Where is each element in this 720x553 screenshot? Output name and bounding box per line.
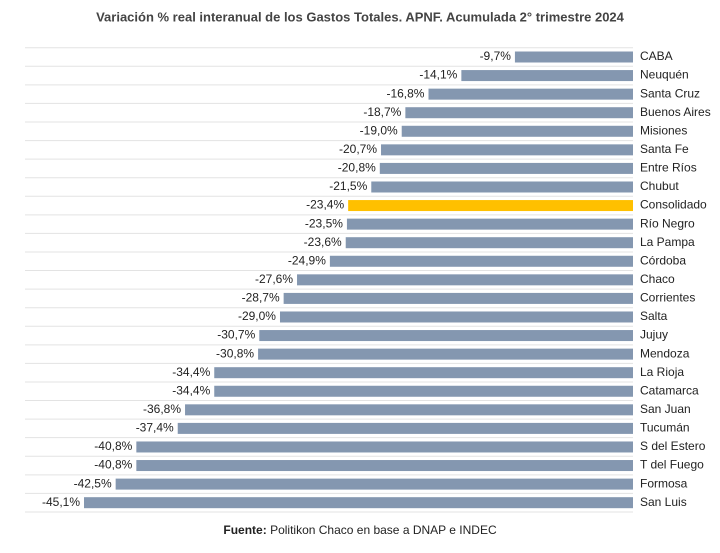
bar [283, 292, 633, 304]
value-label: -18,7% [363, 105, 401, 119]
value-label: -29,0% [238, 309, 276, 323]
value-label: -23,4% [306, 198, 344, 212]
bar [297, 274, 633, 286]
category-label: Formosa [640, 476, 688, 490]
value-label: -34,4% [172, 365, 210, 379]
category-label: Santa Cruz [640, 86, 700, 100]
bar [345, 237, 633, 249]
bar [401, 125, 633, 137]
value-label: -20,7% [339, 142, 377, 156]
category-label: Santa Fe [640, 142, 689, 156]
bar [381, 144, 633, 156]
bar [514, 51, 633, 63]
value-label: -40,8% [94, 439, 132, 453]
category-label: Córdoba [640, 253, 686, 267]
value-label: -30,8% [216, 346, 254, 360]
category-label: Tucumán [640, 421, 690, 435]
value-label: -34,4% [172, 383, 210, 397]
category-label: Río Negro [640, 216, 695, 230]
value-label: -23,6% [304, 235, 342, 249]
bar [348, 200, 633, 212]
category-label: S del Estero [640, 439, 706, 453]
bar [329, 255, 633, 267]
category-label: Buenos Aires [640, 105, 711, 119]
category-label: La Pampa [640, 235, 695, 249]
bar [136, 460, 633, 472]
value-label: -27,6% [255, 272, 293, 286]
category-label: Entre Ríos [640, 161, 697, 175]
value-label: -30,7% [217, 328, 255, 342]
category-label: T del Fuego [640, 458, 704, 472]
category-label: Corrientes [640, 291, 695, 305]
value-label: -20,8% [338, 161, 376, 175]
value-label: -45,1% [42, 495, 80, 509]
category-label: La Rioja [640, 365, 684, 379]
bar [214, 385, 633, 397]
value-label: -21,5% [329, 179, 367, 193]
source-text: Politikon Chaco en base a DNAP e INDEC [270, 523, 497, 537]
bar [371, 181, 633, 193]
category-label: San Luis [640, 495, 687, 509]
category-label: Salta [640, 309, 668, 323]
bar [185, 404, 634, 416]
category-label: Chaco [640, 272, 675, 286]
bar [214, 367, 633, 379]
category-label: Neuquén [640, 68, 689, 82]
value-label: -28,7% [242, 291, 280, 305]
source-label: Fuente: [223, 523, 266, 537]
bar [258, 348, 633, 360]
bar [279, 311, 633, 323]
bar [379, 162, 633, 174]
value-label: -16,8% [386, 86, 424, 100]
bar [461, 70, 633, 82]
category-label: Misiones [640, 123, 687, 137]
category-label: Jujuy [640, 328, 668, 342]
category-label: CABA [640, 49, 673, 63]
value-label: -42,5% [74, 476, 112, 490]
value-label: -23,5% [305, 216, 343, 230]
value-label: -19,0% [360, 123, 398, 137]
bar [84, 497, 633, 509]
bar [346, 218, 633, 230]
value-label: -37,4% [136, 421, 174, 435]
category-label: Chubut [640, 179, 679, 193]
category-label: Consolidado [640, 198, 707, 212]
chart-title: Variación % real interanual de los Gasto… [96, 9, 625, 24]
bar [405, 107, 633, 119]
bar [428, 88, 633, 100]
bar [136, 441, 633, 453]
category-label: Mendoza [640, 346, 690, 360]
value-label: -14,1% [419, 68, 457, 82]
value-label: -40,8% [94, 458, 132, 472]
bar [177, 422, 634, 434]
bar [115, 478, 634, 490]
category-label: San Juan [640, 402, 691, 416]
value-label: -9,7% [480, 49, 512, 63]
source: Fuente: Politikon Chaco en base a DNAP e… [223, 523, 497, 537]
value-label: -24,9% [288, 253, 326, 267]
category-label: Catamarca [640, 383, 699, 397]
bar [259, 330, 633, 342]
value-label: -36,8% [143, 402, 181, 416]
